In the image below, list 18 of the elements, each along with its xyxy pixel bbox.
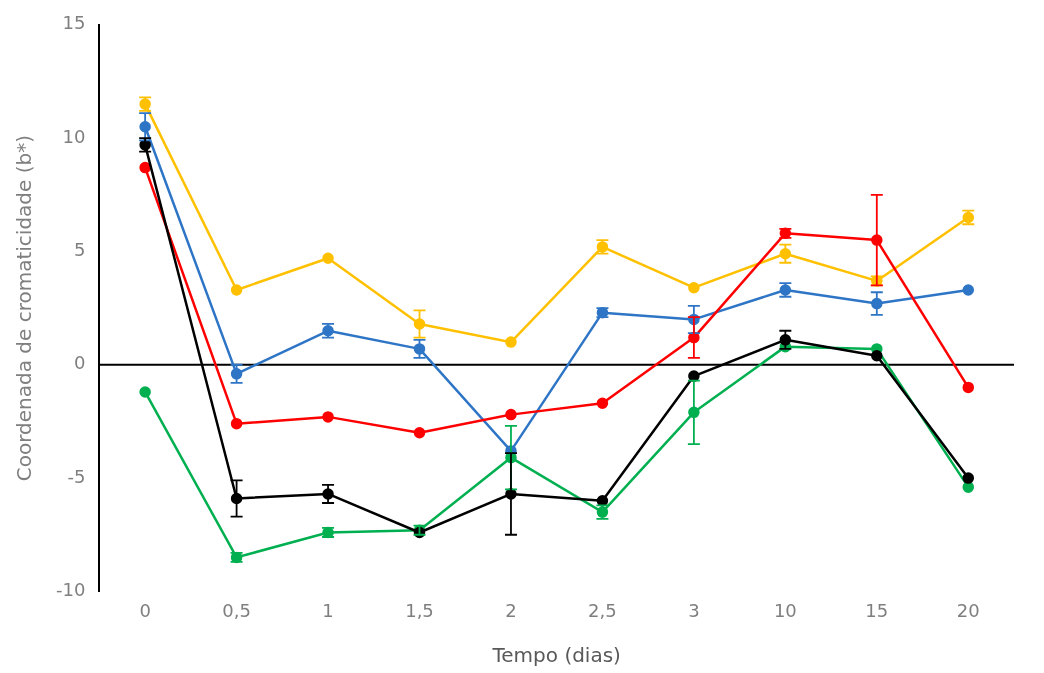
x-tick-label: 10 (773, 599, 797, 621)
y-tick-label: 5 (73, 239, 86, 261)
x-axis-title: Tempo (dias) (491, 643, 621, 668)
y-tick-label: 10 (62, 125, 86, 147)
y-tick-label: 0 (73, 352, 86, 374)
x-tick-label: 3 (688, 599, 700, 621)
x-tick-label: 2,5 (588, 599, 617, 621)
x-tick-label: 0 (139, 599, 151, 621)
x-tick-label: 2 (505, 599, 517, 621)
y-tick-label: -10 (55, 579, 86, 601)
x-tick-label: 1 (322, 599, 334, 621)
x-tick-label: 20 (956, 599, 980, 621)
y-axis-title: Coordenada de cromaticidade (b*) (12, 134, 37, 482)
x-tick-label: 0,5 (222, 599, 251, 621)
y-tick-label: 15 (62, 12, 86, 34)
x-tick-label: 1,5 (405, 599, 434, 621)
y-tick-label: -5 (67, 465, 86, 487)
x-tick-label: 15 (865, 599, 889, 621)
